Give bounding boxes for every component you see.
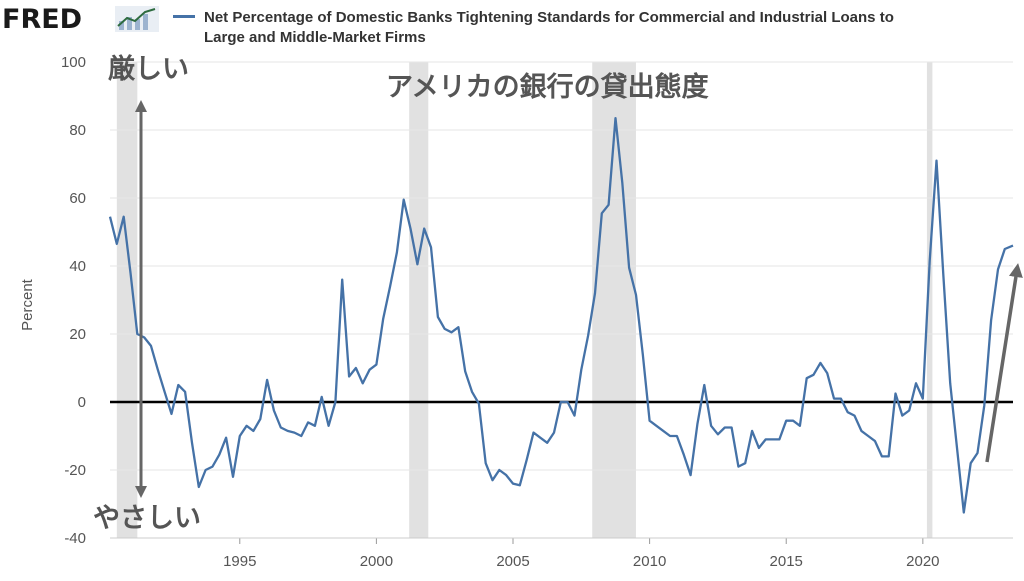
x-tick-label: 2005 (496, 553, 529, 570)
y-tick-label: 40 (69, 258, 86, 275)
y-tick-label: -20 (64, 462, 86, 479)
y-tick-label: 20 (69, 326, 86, 343)
x-tick-label: 2010 (633, 553, 666, 570)
recession-band-4 (926, 62, 933, 538)
grid-lines (110, 61, 1013, 539)
fred-graph-icon-bar-2 (127, 17, 132, 30)
fred-graph-icon-bar-4 (143, 14, 148, 30)
annotation-group (135, 100, 1023, 498)
recent-trend-arrow (985, 263, 1023, 463)
recession-band-2 (409, 62, 429, 538)
series-line-1[interactable] (108, 116, 1014, 514)
fred-graph-icon-line (117, 8, 156, 27)
fred-graph-icon (115, 6, 159, 32)
chart-header: FRED Net Percentage of Domestic Banks Ti… (0, 0, 1024, 56)
x-tick-label: 2015 (770, 553, 803, 570)
y-axis-label: Percent (19, 278, 36, 331)
y-tick-label: 100 (61, 54, 86, 71)
annotation-strict: 厳しい (108, 53, 189, 85)
series-group (108, 116, 1014, 514)
y-tick-label: 60 (69, 190, 86, 207)
x-tick-label: 1995 (223, 553, 256, 570)
y-tick-label: 80 (69, 122, 86, 139)
y-tick-labels: -40 -20 0 20 40 60 80 100 (61, 54, 86, 547)
x-tick-label: 2020 (906, 553, 939, 570)
y-tick-label: 0 (78, 394, 86, 411)
annotation-easy: やさしい (93, 503, 201, 534)
fred-logo[interactable]: FRED (2, 4, 83, 35)
legend-swatch (173, 15, 195, 18)
annotation-title: アメリカの銀行の貸出態度 (386, 71, 709, 103)
x-tick-label: 2000 (360, 553, 393, 570)
fred-graph-icon-bar-1 (119, 21, 124, 30)
x-tick-labels: 1995 2000 2005 2010 2015 2020 (110, 537, 1013, 570)
fred-graph-icon-bar-3 (135, 19, 140, 30)
recession-band-1 (116, 62, 138, 538)
y-tick-label: -40 (64, 530, 86, 547)
legend-label[interactable]: Net Percentage of Domestic Banks Tighten… (204, 9, 894, 46)
